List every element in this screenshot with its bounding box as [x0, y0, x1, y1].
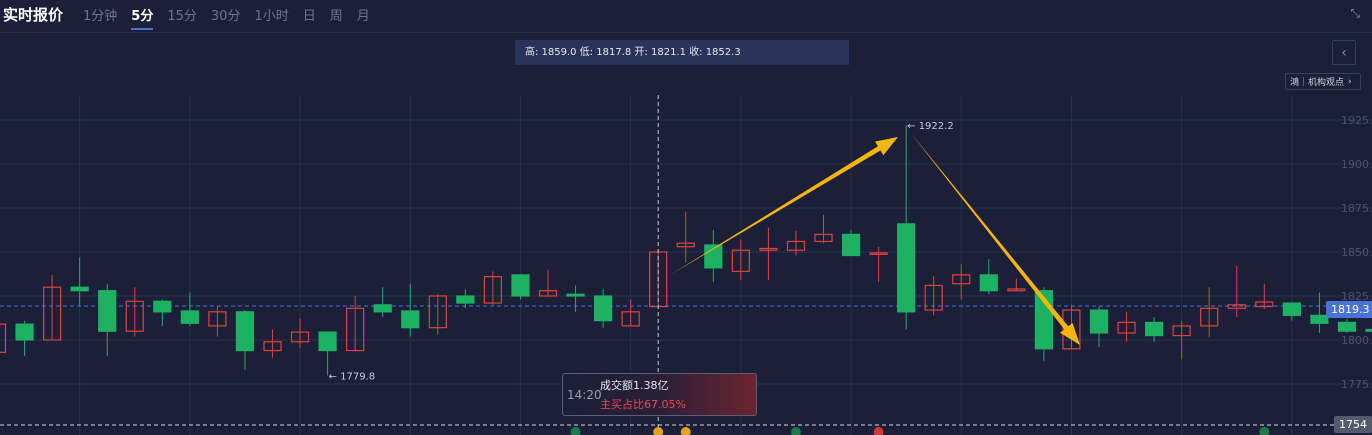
candle-body	[704, 244, 723, 269]
candle-body	[1282, 302, 1301, 316]
collapse-panel-button[interactable]: ‹	[1332, 40, 1356, 65]
event-marker-icon	[680, 427, 691, 435]
chevron-right-icon: ›	[1348, 76, 1352, 87]
candle-body	[1144, 321, 1164, 337]
candle-body	[208, 311, 227, 327]
candle-body	[897, 223, 916, 313]
candle-body	[373, 304, 392, 313]
tab-week[interactable]: 周	[329, 8, 343, 24]
tab-15min[interactable]: 15分	[167, 8, 197, 24]
y-tick-label: 1775.0	[1341, 378, 1372, 391]
tab-day[interactable]: 日	[302, 8, 316, 24]
y-tick-label: 1825.0	[1341, 290, 1372, 303]
institution-views-label: 机构观点	[1308, 78, 1345, 88]
tab-1min[interactable]: 1分钟	[83, 8, 118, 24]
institution-views-button[interactable]: 鴻 机构观点 ›	[1285, 73, 1361, 90]
shrink-arrows-icon[interactable]: ⤡	[1350, 6, 1360, 20]
candle-body	[318, 331, 337, 352]
candle-body	[1062, 309, 1081, 350]
event-marker-icon	[873, 427, 884, 435]
candle-body	[401, 310, 420, 329]
candle-body	[676, 242, 695, 248]
candle-body	[538, 290, 558, 297]
event-marker-icon	[790, 427, 801, 435]
candle-body	[1089, 309, 1109, 334]
event-marker-icon	[653, 427, 664, 435]
separator	[1303, 77, 1305, 86]
page-title: 实时报价	[3, 5, 64, 24]
candle-body	[98, 290, 117, 332]
event-marker-icon	[570, 427, 581, 435]
candle-body	[731, 249, 750, 272]
tab-30min[interactable]: 30分	[210, 8, 241, 24]
candle-body	[593, 295, 613, 322]
candle-body	[70, 286, 89, 292]
tab-month[interactable]: 月	[356, 8, 370, 24]
tab-1hour[interactable]: 1小时	[254, 8, 289, 24]
candle-body	[42, 286, 62, 341]
candle-body	[511, 274, 530, 297]
candle-body	[786, 240, 806, 251]
candle-body	[0, 323, 7, 353]
candle-body	[483, 276, 502, 304]
y-tick-label: 1925.0	[1341, 114, 1372, 127]
candle-body	[1227, 304, 1246, 309]
divider	[0, 32, 1372, 33]
candle-body	[1310, 314, 1329, 324]
candle-body	[1172, 325, 1191, 337]
candle-body	[841, 233, 861, 257]
candle-body	[125, 300, 144, 332]
candle-body	[428, 295, 447, 329]
candle-body	[979, 274, 998, 292]
candle-body	[1007, 288, 1026, 292]
candle-body	[290, 331, 310, 343]
yellow-arrow-up	[670, 137, 898, 275]
y-tick-label: 1875.0	[1341, 202, 1372, 215]
tooltip-amount: 成交额1.38亿	[600, 379, 669, 392]
yellow-arrow-down	[910, 132, 1080, 345]
candle-body	[952, 274, 971, 285]
volume-tooltip: 14:20 成交额1.38亿 主买占比67.05%	[562, 373, 757, 416]
candle-body	[1365, 328, 1372, 332]
current-price-label: 1819.3	[1326, 301, 1372, 318]
tooltip-time: 14:20	[567, 388, 602, 402]
event-marker-icon	[1259, 427, 1270, 435]
candle-body	[621, 311, 640, 327]
candle-body	[1117, 321, 1136, 334]
candle-body	[346, 307, 365, 352]
candle-body	[566, 293, 585, 297]
candle-body	[1200, 307, 1219, 327]
tooltip-buy-ratio: 主买占比67.05%	[600, 398, 686, 411]
candle-body	[15, 323, 34, 341]
institution-logo-icon: 鴻	[1290, 78, 1300, 88]
y-tick-label: 1850.0	[1341, 246, 1372, 259]
candle-body	[263, 341, 282, 352]
candle-body	[924, 284, 943, 311]
candle-body	[456, 295, 475, 304]
candle-body	[1337, 321, 1357, 332]
crosshair-price-label: 1754	[1334, 416, 1372, 433]
min-price-label: ← 1779.8	[329, 372, 376, 383]
candle-body	[814, 233, 833, 243]
top-bar: 实时报价 1分钟 5分 15分 30分 1小时 日 周 月	[0, 0, 1372, 30]
y-tick-label: 1900.0	[1341, 158, 1372, 171]
candle-body	[153, 300, 172, 313]
y-tick-label: 1800.0	[1341, 334, 1372, 347]
candle-body	[180, 310, 199, 324]
max-price-label: ← 1922.2	[907, 121, 954, 132]
candle-body	[235, 311, 255, 352]
ohlc-info-bar: 高: 1859.0 低: 1817.8 开: 1821.1 收: 1852.3	[515, 40, 849, 65]
candle-body	[869, 252, 888, 255]
candle-body	[759, 247, 778, 251]
candle-body	[1255, 301, 1274, 308]
tab-5min[interactable]: 5分	[131, 5, 154, 30]
